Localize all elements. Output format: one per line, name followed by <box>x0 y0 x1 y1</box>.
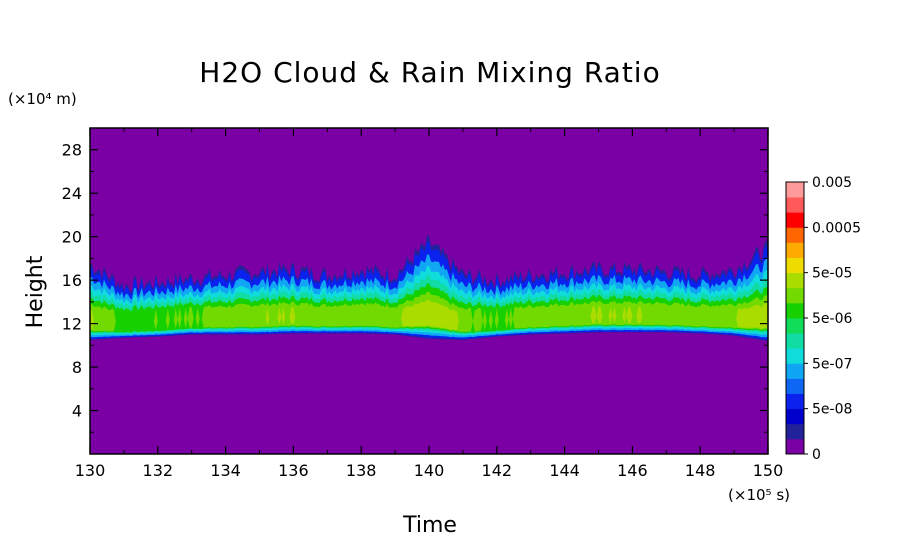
x-tick-label: 134 <box>210 461 241 480</box>
colorbar-swatch <box>786 272 804 289</box>
colorbar-swatch <box>786 438 804 455</box>
colorbar-swatch <box>786 423 804 440</box>
colorbar-swatch <box>786 287 804 304</box>
colorbar-swatch <box>786 378 804 394</box>
chart-title: H2O Cloud & Rain Mixing Ratio <box>199 56 660 89</box>
colorbar-swatch <box>786 212 804 228</box>
colorbar-swatch <box>786 197 804 213</box>
x-tick-label: 132 <box>143 461 174 480</box>
colorbar-swatch <box>786 302 804 319</box>
x-unit-label: (×10⁵ s) <box>728 486 790 504</box>
colorbar-swatch <box>786 318 804 334</box>
colorbar-label: 0 <box>812 447 821 463</box>
y-tick-label: 12 <box>62 315 82 334</box>
x-tick-label: 150 <box>753 461 784 480</box>
colorbar-swatch <box>786 348 804 364</box>
colorbar-swatch <box>786 182 804 198</box>
colorbar-label: 5e-06 <box>812 311 852 327</box>
x-tick-label: 130 <box>75 461 106 480</box>
colorbar: 0 5e-08 5e-07 5e-06 5e-05 0.0005 0.005 <box>785 175 861 463</box>
y-unit-label: (×10⁴ m) <box>8 90 77 108</box>
y-axis-label: Height <box>23 255 48 328</box>
y-tick-label: 8 <box>72 358 82 377</box>
x-tick-label: 136 <box>278 461 309 480</box>
x-tick-label: 140 <box>414 461 445 480</box>
colorbar-label: 0.0005 <box>812 220 861 236</box>
colorbar-swatch <box>786 333 804 349</box>
colorbar-swatch <box>786 257 804 274</box>
colorbar-label: 5e-05 <box>812 266 852 282</box>
colorbar-label: 5e-08 <box>812 402 852 418</box>
y-tick-label: 20 <box>62 228 82 247</box>
x-tick-label: 142 <box>482 461 513 480</box>
x-axis-label: Time <box>402 513 457 538</box>
x-tick-label: 138 <box>346 461 377 480</box>
y-tick-label: 28 <box>62 141 82 160</box>
x-tick-label: 144 <box>549 461 580 480</box>
y-tick-label: 4 <box>72 402 82 421</box>
y-axis: 4 8 12 16 20 24 28 <box>62 141 768 433</box>
y-tick-label: 24 <box>62 184 82 203</box>
colorbar-swatch <box>786 393 804 410</box>
x-tick-label: 146 <box>617 461 648 480</box>
colorbar-swatch <box>786 227 804 243</box>
contour-level-8 <box>90 299 768 331</box>
x-tick-label: 148 <box>685 461 716 480</box>
x-axis: 130 132 134 136 138 140 142 144 146 148 150 <box>75 128 784 480</box>
colorbar-swatch <box>786 408 804 425</box>
colorbar-swatch <box>786 242 804 258</box>
y-tick-label: 16 <box>62 271 82 290</box>
colorbar-label: 5e-07 <box>812 356 852 372</box>
colorbar-label: 0.005 <box>812 175 852 191</box>
colorbar-swatch <box>786 363 804 379</box>
plot-area <box>89 127 769 455</box>
